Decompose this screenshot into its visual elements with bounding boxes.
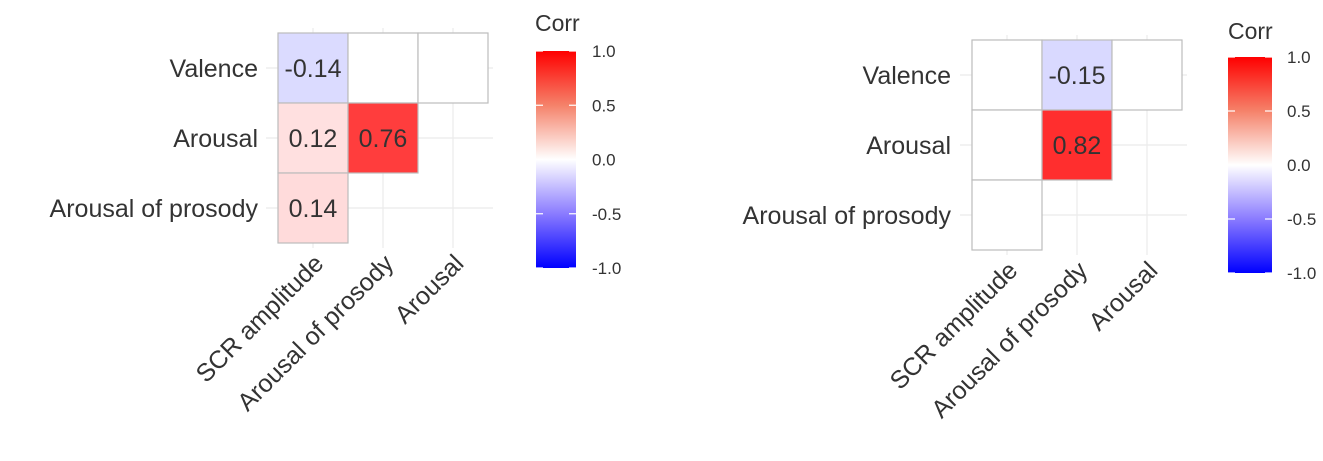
cell-value-label: 0.12	[289, 125, 338, 153]
x-tick-label: Arousal	[1084, 256, 1164, 336]
x-tick-label: SCR amplitude	[191, 249, 330, 388]
cell-value-label: -0.14	[285, 55, 342, 83]
colorbar-legend: Corr 1.0 0.5 0.0 -0.5 -1.0	[1228, 18, 1316, 283]
legend-title: Corr	[535, 10, 580, 36]
legend-tick-label: -1.0	[592, 259, 621, 278]
legend-tick-label: 1.0	[1287, 48, 1311, 67]
heatmap-cell-valence-arousal	[1111, 39, 1183, 111]
heatmap-cell-valence-arousal-of-prosody	[347, 32, 419, 104]
heatmap-cell-arousal-of-prosody-scr-amplitude	[277, 172, 349, 244]
legend-tick-label: -0.5	[592, 205, 621, 224]
y-tick-label: Valence	[170, 55, 259, 83]
cell-value-label: 0.82	[1053, 132, 1102, 160]
legend-tick-label: -1.0	[1287, 264, 1316, 283]
y-tick-label: Valence	[863, 62, 952, 90]
heatmap-cells	[971, 39, 1183, 251]
colorbar	[1228, 57, 1272, 273]
cell-value-label: -0.15	[1049, 62, 1106, 90]
legend-title: Corr	[1228, 18, 1273, 44]
y-tick-label: Arousal	[173, 125, 258, 153]
heatmap-cell-arousal-of-prosody-scr-amplitude	[971, 179, 1043, 251]
y-tick-label: Arousal of prosody	[50, 195, 259, 223]
heatmap-cell-arousal-arousal-of-prosody	[347, 102, 419, 174]
heatmap-cell-valence-scr-amplitude	[971, 39, 1043, 111]
heatmap-cell-arousal-arousal-of-prosody	[1041, 109, 1113, 181]
x-tick-label: Arousal	[390, 249, 470, 329]
heatmap-cell-valence-arousal	[417, 32, 489, 104]
heatmap-cell-valence-arousal-of-prosody	[1041, 39, 1113, 111]
y-tick-label: Arousal of prosody	[743, 202, 952, 230]
legend-tick-label: 0.0	[1287, 156, 1311, 175]
x-tick-label: SCR amplitude	[885, 256, 1024, 395]
y-tick-label: Arousal	[866, 132, 951, 160]
legend-tick-label: 0.5	[592, 96, 616, 115]
correlation-heatmap-right: -0.15 0.82 Valence Arousal Arousal of prosod…	[743, 18, 1317, 424]
colorbar-legend: Corr 1.0 0.5 0.0 -0.5 -1.0	[535, 10, 621, 278]
legend-tick-label: 0.0	[592, 151, 616, 170]
cell-value-label: 0.14	[289, 195, 338, 223]
cell-value-label: 0.76	[359, 125, 408, 153]
legend-tick-label: 1.0	[592, 42, 616, 61]
legend-tick-label: 0.5	[1287, 102, 1311, 121]
legend-tick-label: -0.5	[1287, 210, 1316, 229]
heatmap-cells	[277, 32, 489, 244]
heatmap-cell-arousal-scr-amplitude	[971, 109, 1043, 181]
correlation-heatmap-left: -0.14 0.12 0.76 0.14 Valence Arousal Arousal o…	[50, 10, 622, 417]
heatmap-cell-arousal-scr-amplitude	[277, 102, 349, 174]
